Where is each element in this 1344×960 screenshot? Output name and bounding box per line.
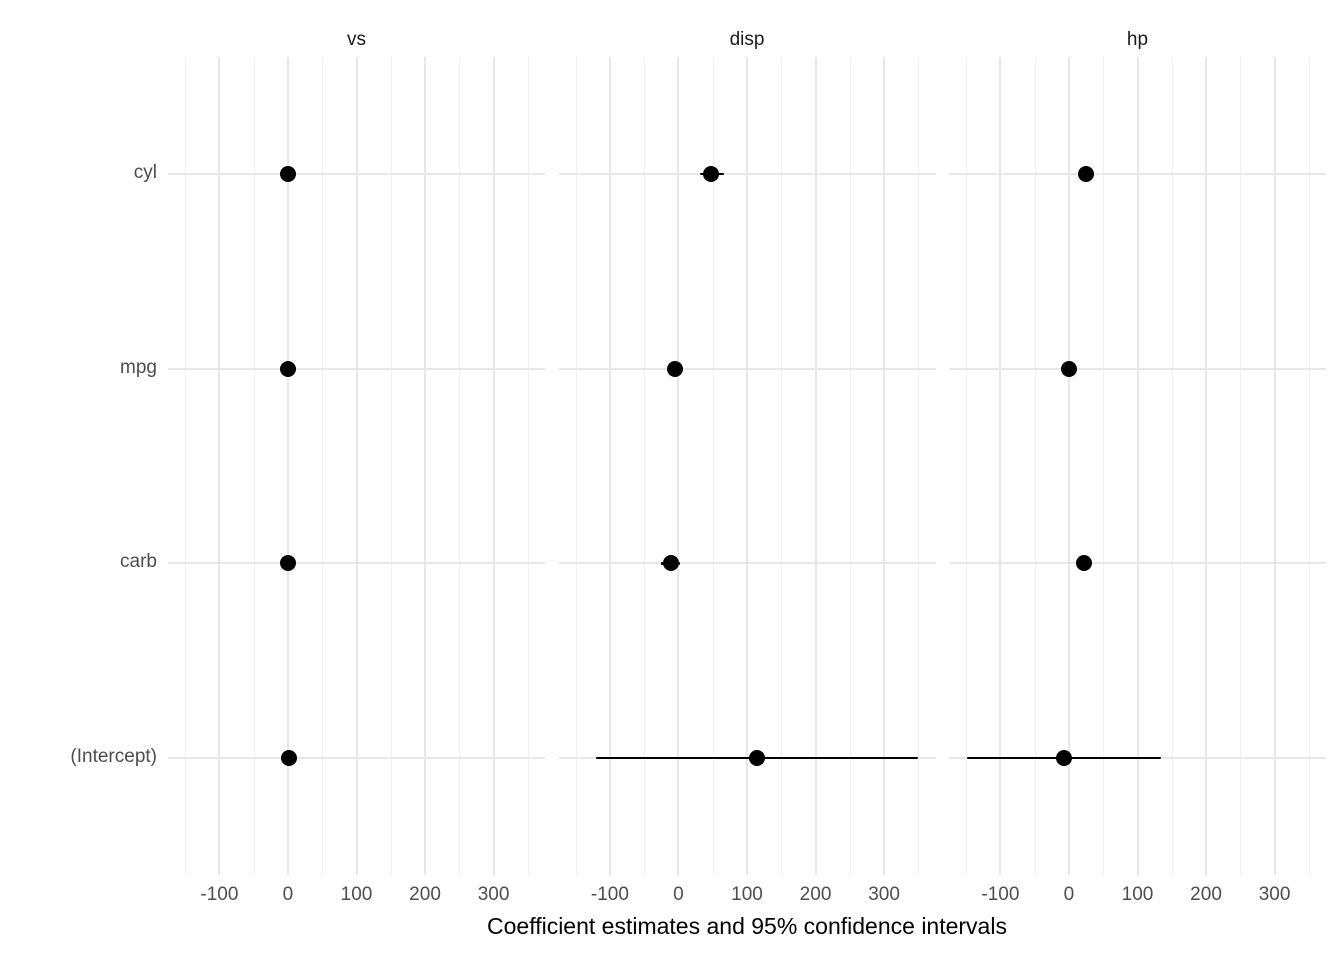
x-tick-label: 0	[282, 884, 294, 905]
y-axis-label-cyl: cyl	[133, 161, 157, 183]
gridline-major	[883, 57, 886, 875]
estimate-point-hp-carb	[1076, 555, 1093, 572]
gridline-minor	[459, 57, 461, 875]
gridline-major	[999, 57, 1002, 875]
gridline-minor	[966, 57, 968, 875]
estimate-point-disp-cyl	[703, 165, 720, 182]
x-tick-label: 100	[731, 884, 763, 905]
gridline-major	[1136, 57, 1139, 875]
x-tick-label: 200	[1190, 884, 1222, 905]
x-tick-label: 0	[673, 884, 684, 905]
gridline-minor	[253, 57, 255, 875]
y-axis-label-mpg: mpg	[120, 356, 157, 378]
gridline-minor	[781, 57, 783, 875]
x-axis-title: Coefficient estimates and 95% confidence…	[487, 913, 1007, 939]
x-tick-label: -100	[981, 884, 1020, 905]
x-tick-label: 300	[1258, 884, 1291, 905]
gridline-minor	[1308, 57, 1310, 875]
gridline-major	[1205, 57, 1208, 875]
x-tick-label: 100	[1121, 884, 1154, 905]
gridline-minor	[1240, 57, 1242, 875]
gridline-major	[286, 57, 289, 875]
x-tick-label: 200	[409, 884, 441, 905]
x-tick-label: 100	[340, 884, 373, 905]
gridline-major	[424, 57, 427, 875]
x-tick-label: 200	[799, 884, 832, 905]
gridline-row	[558, 562, 936, 565]
x-tick-label: -100	[200, 884, 239, 905]
gridline-row	[168, 757, 545, 760]
gridline-minor	[575, 57, 577, 875]
gridline-minor	[1103, 57, 1105, 875]
gridline-row	[949, 172, 1326, 175]
gridline-major	[218, 57, 221, 875]
gridline-minor	[644, 57, 646, 875]
estimate-point-hp-mpg	[1060, 360, 1077, 377]
gridline-major	[355, 57, 358, 875]
estimate-point-disp-Intercept	[749, 750, 766, 767]
estimate-point-vs-Intercept	[280, 750, 297, 767]
gridline-minor	[390, 57, 392, 875]
estimate-point-vs-carb	[279, 555, 296, 572]
gridline-minor	[918, 57, 920, 875]
gridline-major	[814, 57, 817, 875]
estimate-point-disp-carb	[662, 555, 679, 572]
estimate-point-disp-mpg	[667, 360, 684, 377]
gridline-row	[168, 367, 545, 370]
gridline-row	[558, 367, 936, 370]
facet-strip-label-disp: disp	[729, 29, 765, 50]
y-axis-label-Intercept: (Intercept)	[70, 746, 157, 768]
gridline-major	[492, 57, 495, 875]
x-tick-label: 0	[1063, 884, 1075, 905]
gridline-major	[608, 57, 611, 875]
gridline-minor	[1034, 57, 1036, 875]
gridline-row	[949, 562, 1326, 565]
gridline-minor	[527, 57, 529, 875]
facet-strip-label-vs: vs	[347, 29, 366, 50]
x-tick-label: 300	[868, 884, 900, 905]
estimate-point-hp-cyl	[1078, 165, 1095, 182]
gridline-minor	[322, 57, 324, 875]
gridline-minor	[185, 57, 187, 875]
gridline-minor	[849, 57, 851, 875]
gridline-row	[168, 172, 545, 175]
gridline-row	[168, 562, 545, 565]
estimate-point-hp-Intercept	[1056, 750, 1073, 767]
y-axis-label-carb: carb	[120, 551, 157, 573]
gridline-row	[558, 172, 936, 175]
estimate-point-vs-cyl	[279, 165, 296, 182]
gridline-major	[677, 57, 680, 875]
gridline-row	[949, 367, 1326, 370]
x-tick-label: -100	[590, 884, 629, 905]
gridline-major	[1273, 57, 1276, 875]
gridline-minor	[1171, 57, 1173, 875]
gridline-major	[746, 57, 748, 875]
gridline-minor	[712, 57, 714, 875]
facet-strip-label-hp: hp	[1126, 29, 1149, 50]
estimate-point-vs-mpg	[279, 360, 296, 377]
x-tick-label: 300	[477, 884, 510, 905]
gridline-major	[1067, 57, 1070, 875]
